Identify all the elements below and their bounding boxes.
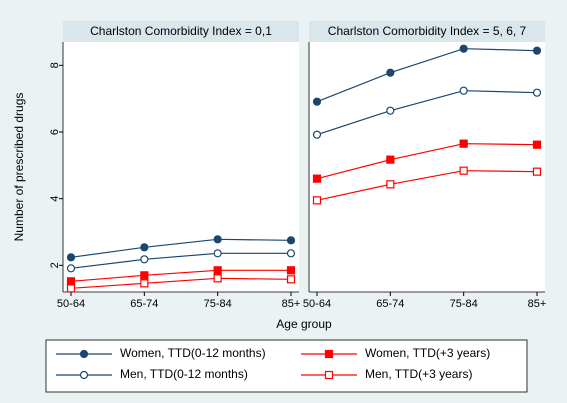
legend-label: Women, TTD(+3 years)	[365, 346, 490, 360]
plot-area	[63, 42, 299, 292]
point	[286, 236, 296, 245]
point	[312, 174, 322, 183]
point	[286, 275, 296, 284]
point	[312, 97, 322, 106]
point	[386, 155, 395, 164]
point	[140, 255, 149, 264]
line	[316, 170, 538, 201]
point	[459, 44, 468, 53]
point	[386, 180, 395, 189]
panel-title-bar	[309, 21, 545, 42]
y-tick-label: 4	[49, 196, 61, 202]
plot-area	[309, 42, 545, 292]
point	[459, 86, 468, 95]
line	[70, 252, 291, 269]
legend-box	[45, 339, 528, 393]
x-tick-label: 75-84	[204, 298, 232, 310]
line	[316, 90, 538, 136]
panel-title: Charlston Comorbidity Index = 5, 6, 7	[328, 24, 527, 38]
point	[66, 277, 76, 286]
line	[70, 269, 291, 282]
point	[459, 139, 468, 148]
point	[66, 264, 76, 273]
point	[66, 284, 76, 293]
point	[386, 106, 395, 115]
point	[213, 249, 222, 258]
legend-marker	[324, 370, 334, 380]
x-axis-label: Age group	[276, 317, 332, 331]
x-tick-label: 50-64	[57, 298, 85, 310]
line	[316, 48, 538, 103]
point	[140, 279, 149, 288]
point	[140, 243, 149, 252]
point	[312, 130, 322, 139]
x-tick-label: 65-74	[376, 298, 404, 310]
legend-marker	[324, 349, 334, 359]
point	[66, 253, 76, 262]
legend-label: Women, TTD(0-12 months)	[120, 346, 266, 360]
x-tick-label: 85+	[282, 298, 301, 310]
y-tick-label: 6	[49, 129, 61, 135]
point	[532, 88, 542, 97]
point	[386, 68, 395, 77]
point	[140, 271, 149, 280]
legend-marker	[79, 349, 89, 359]
legend-label: Men, TTD(0-12 months)	[120, 367, 248, 381]
x-tick-label: 50-64	[303, 298, 331, 310]
point	[312, 196, 322, 205]
point	[213, 235, 222, 244]
point	[286, 266, 296, 275]
point	[532, 46, 542, 55]
legend-label: Men, TTD(+3 years)	[365, 367, 472, 381]
panel-title-bar	[63, 21, 299, 42]
x-tick-label: 85+	[528, 298, 547, 310]
legend-marker	[79, 370, 89, 380]
point	[532, 167, 542, 176]
line	[70, 277, 292, 289]
point	[459, 166, 468, 175]
x-tick-label: 75-84	[450, 298, 478, 310]
x-tick-label: 65-74	[130, 298, 158, 310]
y-tick-label: 2	[49, 262, 61, 268]
y-axis-label: Number of prescribed drugs	[12, 93, 26, 242]
panel-title: Charlston Comorbidity Index = 0,1	[90, 24, 272, 38]
point	[213, 266, 222, 275]
point	[286, 249, 296, 258]
point	[532, 140, 542, 149]
point	[213, 274, 222, 283]
line	[70, 238, 292, 258]
line	[316, 143, 538, 180]
y-tick-label: 8	[49, 62, 61, 68]
